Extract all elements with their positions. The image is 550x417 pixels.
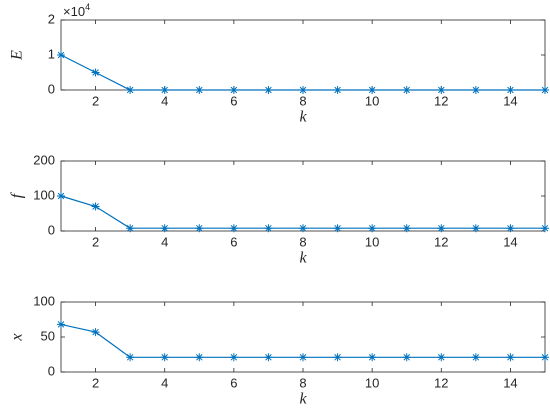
x-tick-label: 8 <box>299 234 306 249</box>
marker <box>264 353 273 362</box>
marker <box>402 224 411 233</box>
marker <box>471 224 480 233</box>
marker <box>541 86 549 94</box>
marker <box>195 224 204 233</box>
marker <box>126 353 135 362</box>
marker <box>229 86 238 94</box>
x-tick-label: 10 <box>365 234 379 249</box>
x-tick-label: 6 <box>230 375 237 390</box>
marker <box>333 86 342 94</box>
x-tick-label: 6 <box>230 234 237 249</box>
y-tick-label: 100 <box>33 187 55 202</box>
x-tick-label: 4 <box>161 375 168 390</box>
marker <box>471 86 480 94</box>
y-tick-label: 50 <box>41 328 55 343</box>
marker <box>333 353 342 362</box>
marker <box>333 224 342 233</box>
marker <box>299 86 307 94</box>
x-tick-label: 2 <box>92 93 99 108</box>
y-axis-label: x <box>9 333 26 341</box>
marker <box>91 202 100 211</box>
y-tick-label: 2 <box>48 11 55 26</box>
y-tick-label: 100 <box>33 293 55 308</box>
x-tick-label: 6 <box>230 93 237 108</box>
marker <box>160 353 169 362</box>
x-tick-label: 2 <box>92 234 99 249</box>
x-tick-label: 12 <box>434 93 448 108</box>
axes-box <box>60 19 546 91</box>
marker <box>541 224 549 233</box>
marker <box>368 353 377 362</box>
marker <box>264 224 273 233</box>
x-tick-label: 8 <box>299 375 306 390</box>
x-tick-label: 4 <box>161 234 168 249</box>
x-axis-label: k <box>299 109 307 126</box>
marker <box>91 328 100 337</box>
marker <box>506 353 515 362</box>
marker <box>126 86 135 94</box>
x-axis-label: k <box>299 250 307 267</box>
marker <box>57 192 65 200</box>
marker <box>229 353 238 362</box>
marker <box>437 353 446 362</box>
marker <box>229 224 238 233</box>
marker <box>368 224 377 233</box>
marker <box>541 353 549 362</box>
x-tick-label: 12 <box>434 234 448 249</box>
multiplier-base: ×10 <box>63 4 85 19</box>
marker <box>437 86 446 94</box>
axes-box <box>60 160 546 232</box>
marker <box>160 224 169 233</box>
marker <box>402 353 411 362</box>
marker <box>195 353 204 362</box>
marker <box>57 320 65 329</box>
y-axis-label: f <box>9 191 26 198</box>
marker <box>91 68 100 77</box>
axis-multiplier: ×104 <box>63 2 90 19</box>
multiplier-exponent: 4 <box>85 2 90 12</box>
marker <box>437 224 446 233</box>
y-tick-label: 0 <box>48 222 55 237</box>
y-axis-label: E <box>9 50 26 61</box>
marker <box>126 224 135 233</box>
x-axis-label: k <box>299 391 307 408</box>
y-tick-label: 200 <box>33 152 55 167</box>
marker <box>195 86 204 94</box>
marker <box>264 86 273 94</box>
x-tick-label: 10 <box>365 375 379 390</box>
marker <box>506 224 515 233</box>
marker <box>160 86 169 94</box>
y-tick-label: 1 <box>48 46 55 61</box>
x-tick-label: 4 <box>161 93 168 108</box>
marker <box>402 86 411 94</box>
marker <box>299 353 307 362</box>
marker <box>57 51 65 59</box>
x-tick-label: 8 <box>299 93 306 108</box>
marker <box>299 224 307 233</box>
x-tick-label: 14 <box>503 234 517 249</box>
x-tick-label: 14 <box>503 375 517 390</box>
y-tick-label: 0 <box>48 363 55 378</box>
axes-box <box>60 301 546 373</box>
x-tick-label: 12 <box>434 375 448 390</box>
x-tick-label: 14 <box>503 93 517 108</box>
x-tick-label: 2 <box>92 375 99 390</box>
x-tick-label: 10 <box>365 93 379 108</box>
y-tick-label: 0 <box>48 81 55 96</box>
marker <box>368 86 377 94</box>
marker <box>506 86 515 94</box>
marker <box>471 353 480 362</box>
